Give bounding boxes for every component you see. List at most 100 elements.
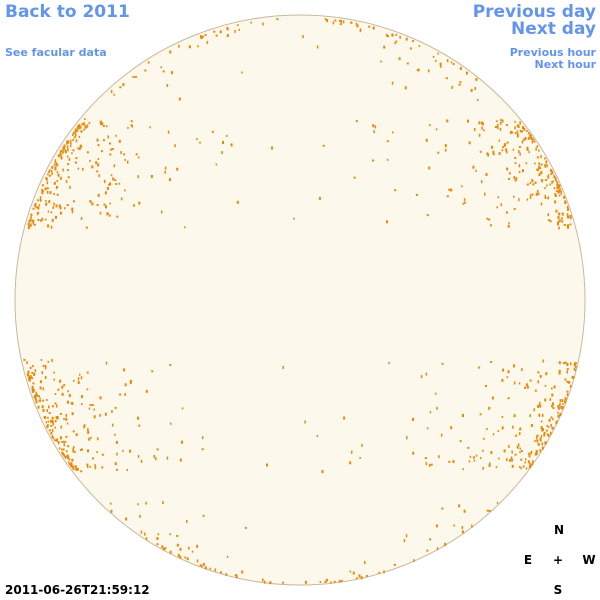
facular-point xyxy=(514,453,517,456)
facular-point xyxy=(540,420,543,423)
facular-point xyxy=(66,422,69,425)
facular-point xyxy=(56,438,58,442)
facular-point xyxy=(436,547,439,551)
next-hour-link[interactable]: Next hour xyxy=(535,58,597,71)
facular-data-link[interactable]: See facular data xyxy=(5,46,107,59)
facular-point xyxy=(129,449,132,453)
facular-point xyxy=(81,448,83,451)
facular-point xyxy=(101,453,104,456)
facular-point xyxy=(569,384,572,388)
facular-point xyxy=(78,124,80,127)
facular-point xyxy=(572,375,575,378)
facular-point xyxy=(529,196,532,199)
facular-point xyxy=(93,408,95,411)
facular-point xyxy=(56,180,58,182)
facular-point xyxy=(84,118,86,121)
facular-point xyxy=(540,171,543,174)
facular-point xyxy=(77,167,80,170)
facular-point xyxy=(535,192,538,196)
facular-point xyxy=(89,465,91,468)
facular-point xyxy=(144,69,147,72)
back-year-link[interactable]: Back to 2011 xyxy=(5,2,130,22)
facular-point xyxy=(41,217,44,221)
facular-point xyxy=(137,416,139,420)
facular-point xyxy=(137,175,139,179)
facular-point xyxy=(169,533,171,536)
facular-point xyxy=(545,179,548,181)
facular-point xyxy=(54,439,57,442)
facular-point xyxy=(104,180,106,184)
facular-point xyxy=(360,576,363,580)
facular-point xyxy=(204,33,207,36)
facular-point xyxy=(50,424,53,427)
facular-point xyxy=(391,81,394,85)
facular-point xyxy=(129,381,132,385)
facular-point xyxy=(551,405,554,408)
facular-point xyxy=(575,365,577,369)
facular-point xyxy=(490,451,493,455)
facular-point xyxy=(418,45,421,47)
facular-point xyxy=(110,148,113,151)
facular-point xyxy=(556,182,559,185)
facular-point xyxy=(132,75,135,78)
facular-point xyxy=(137,156,140,159)
facular-point xyxy=(395,33,397,36)
facular-point xyxy=(497,123,499,127)
facular-point xyxy=(496,501,499,504)
facular-point xyxy=(226,134,228,137)
facular-point xyxy=(98,174,100,178)
facular-point xyxy=(547,213,549,217)
facular-point xyxy=(179,458,182,462)
facular-point xyxy=(72,149,75,152)
facular-point xyxy=(81,403,83,406)
facular-point xyxy=(492,433,495,436)
facular-point xyxy=(538,149,540,152)
previous-day-link[interactable]: Previous day xyxy=(473,2,596,22)
facular-point xyxy=(226,34,229,37)
facular-point xyxy=(562,403,564,405)
facular-point xyxy=(398,57,401,61)
facular-point xyxy=(71,458,74,462)
facular-point xyxy=(403,539,406,543)
facular-point xyxy=(206,40,209,44)
facular-point xyxy=(32,207,35,210)
facular-point xyxy=(491,396,494,400)
next-day-link[interactable]: Next day xyxy=(511,19,596,39)
facular-point xyxy=(525,383,528,387)
facular-point xyxy=(487,153,489,157)
facular-point xyxy=(316,435,319,438)
facular-point xyxy=(514,132,517,135)
facular-point xyxy=(83,426,85,429)
facular-point xyxy=(89,404,92,407)
facular-point xyxy=(557,221,559,225)
facular-point xyxy=(64,440,67,443)
facular-point xyxy=(558,226,560,230)
facular-point xyxy=(561,217,563,221)
facular-point xyxy=(137,503,139,506)
previous-hour-link[interactable]: Previous hour xyxy=(510,46,597,59)
facular-point xyxy=(567,215,570,219)
facular-point xyxy=(332,21,335,25)
facular-point xyxy=(518,171,521,173)
facular-point xyxy=(56,162,58,166)
facular-point xyxy=(542,413,544,417)
facular-point xyxy=(134,75,137,78)
facular-point xyxy=(97,163,100,167)
facular-point xyxy=(99,413,101,417)
facular-point xyxy=(67,390,69,393)
facular-point xyxy=(560,190,563,193)
facular-point xyxy=(358,574,361,578)
facular-point xyxy=(39,399,41,402)
facular-point xyxy=(102,139,105,142)
facular-point xyxy=(549,397,552,401)
facular-point xyxy=(511,458,513,462)
facular-point xyxy=(544,164,547,167)
facular-point xyxy=(558,189,561,193)
facular-point xyxy=(78,147,81,151)
facular-point xyxy=(556,190,558,193)
facular-point xyxy=(77,381,80,384)
facular-point xyxy=(87,430,90,434)
facular-point xyxy=(436,406,438,410)
facular-point xyxy=(127,160,129,164)
facular-point xyxy=(495,126,497,128)
